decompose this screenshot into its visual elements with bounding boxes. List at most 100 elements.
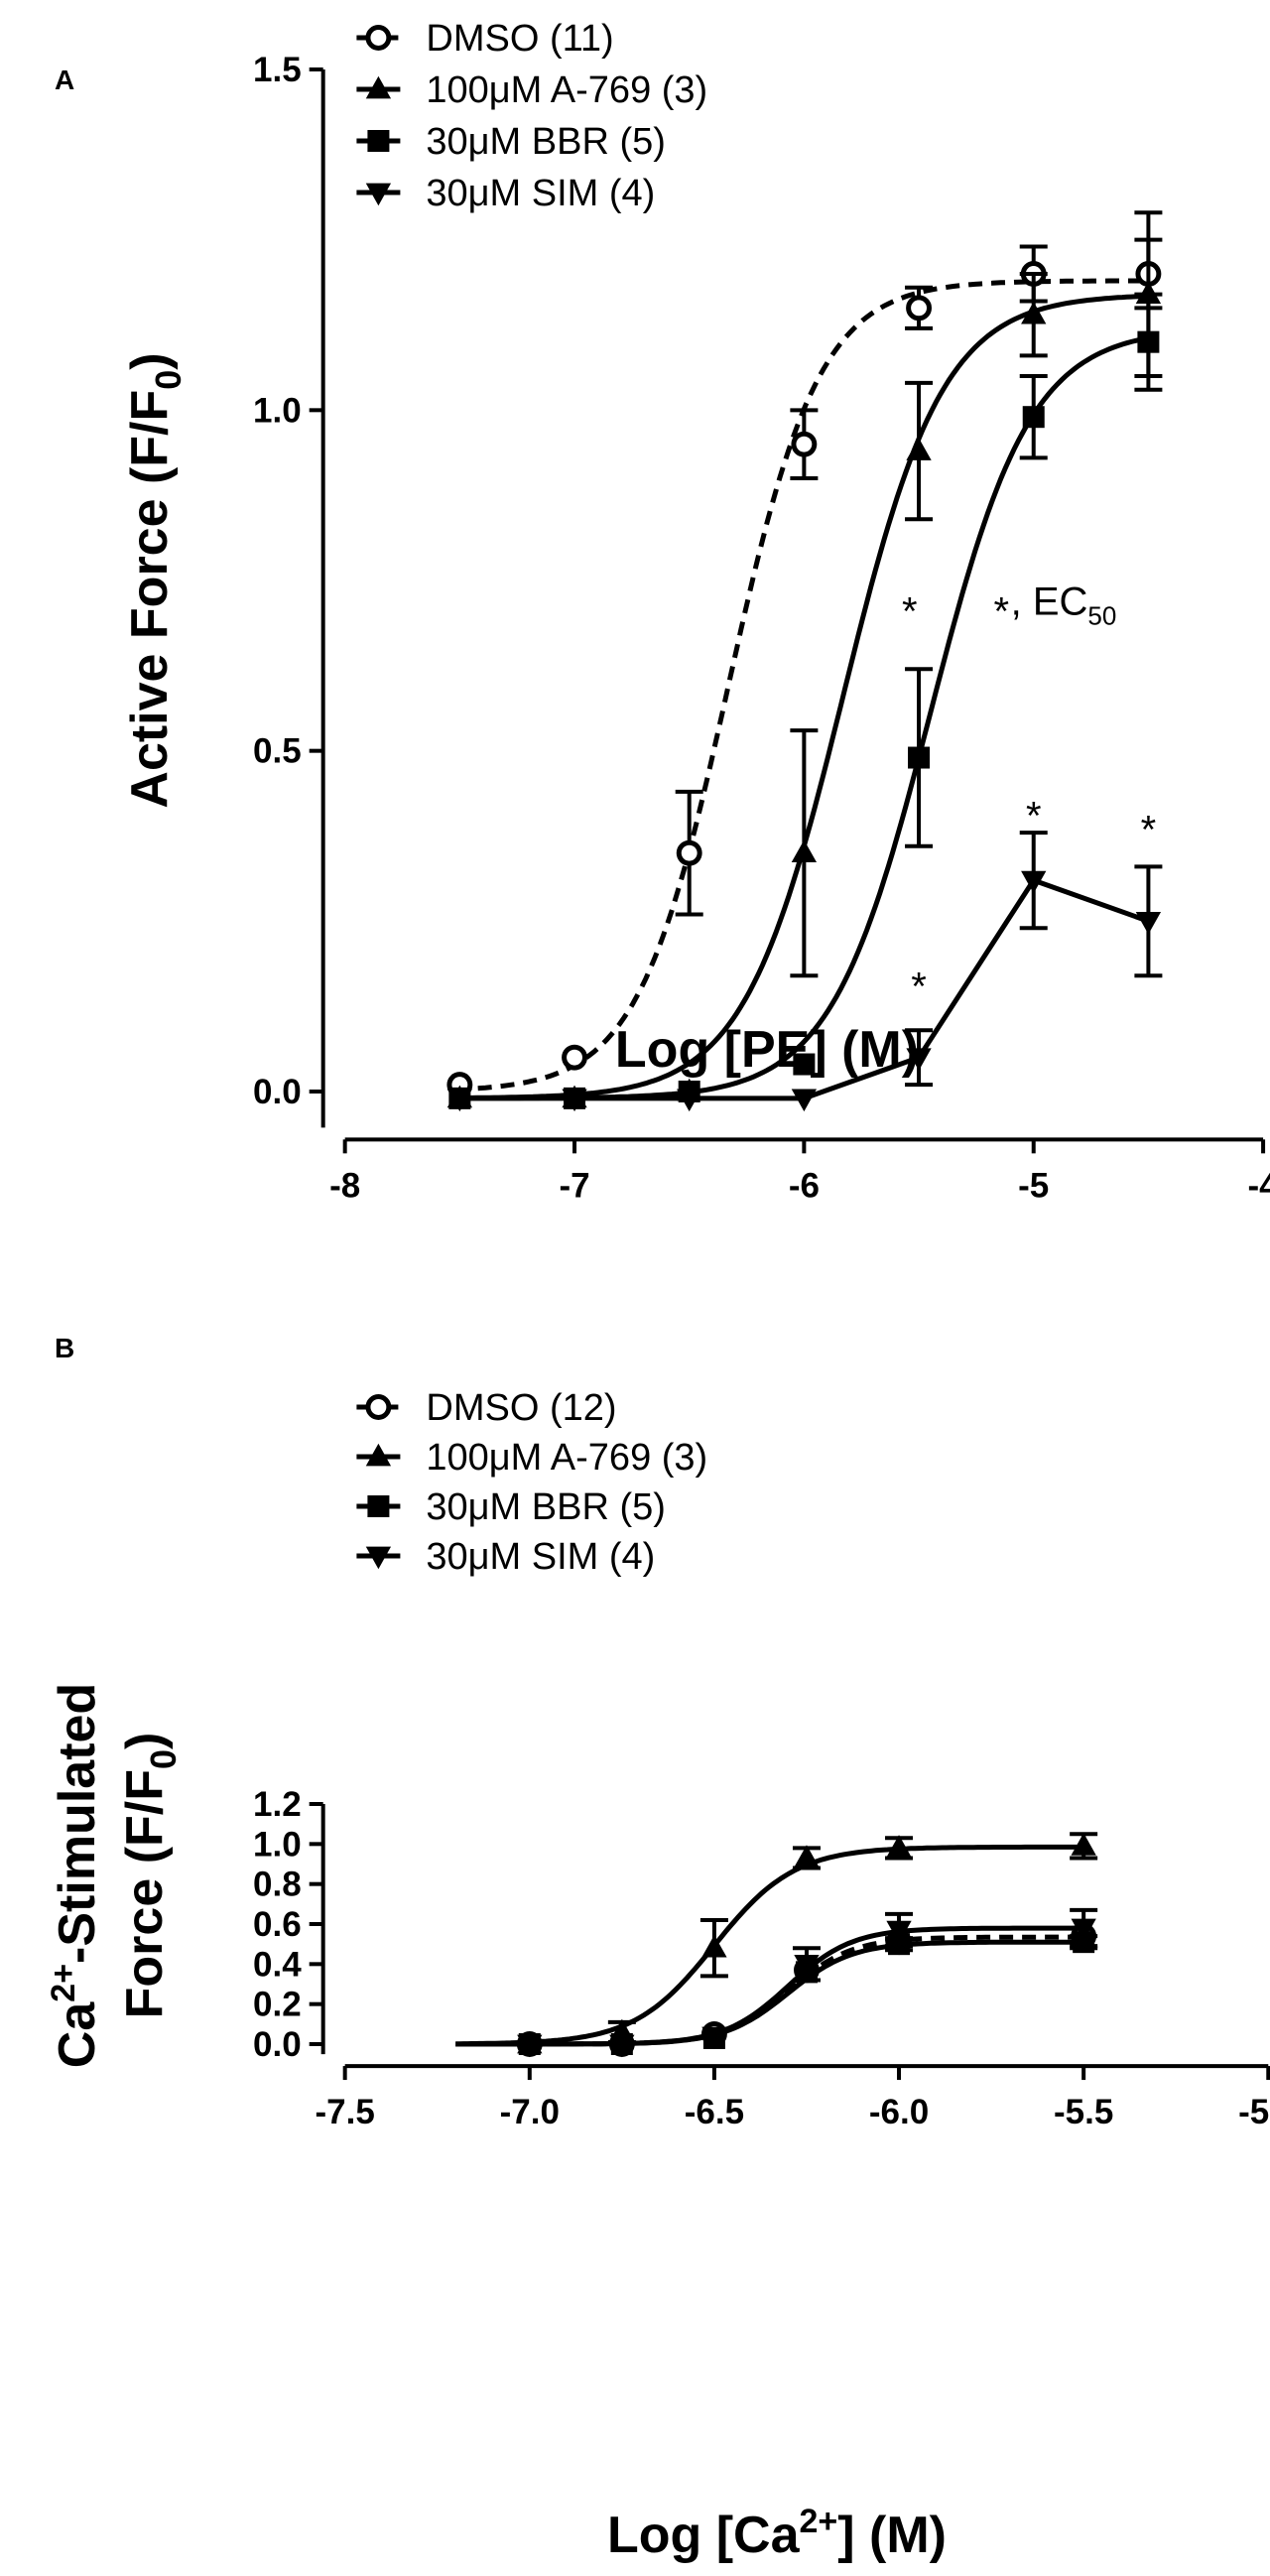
panel-a-legend-entry: DMSO (11) bbox=[356, 18, 614, 60]
panel-b-100-m-a-769-3-point bbox=[1071, 1833, 1096, 1856]
panel-b-30-m-sim-4-point bbox=[609, 2034, 635, 2058]
panel-b-legend-entry: 100μM A-769 (3) bbox=[356, 1437, 707, 1479]
panel-b-30-m-sim-4-point bbox=[517, 2034, 543, 2058]
panel-a-30-m-bbr-5-point bbox=[1137, 330, 1160, 353]
panel-a-significance-asterisk: * bbox=[1026, 795, 1042, 838]
panel-b-legend-marker bbox=[367, 1495, 390, 1517]
panel-a-ec50-note: , EC50 bbox=[1011, 580, 1117, 631]
panel-b-letter: B bbox=[55, 1333, 74, 1363]
panel-b-y-tick-label: 0.4 bbox=[253, 1945, 302, 1984]
panel-a-legend-label: 100μM A-769 (3) bbox=[426, 69, 707, 111]
panel-a-dmso-11-point bbox=[906, 295, 933, 322]
panel-a-series-100-m-a-769-3 bbox=[446, 210, 1163, 1108]
panel-a: A 0.0 0.5 1.0 1.5 -8 -7 -6 -5 -4 DMSO (11) 100μM A… bbox=[55, 18, 1270, 1205]
panel-a-x-tick-label: -7 bbox=[559, 1166, 589, 1205]
panel-a-legend-entry: 30μM BBR (5) bbox=[356, 121, 666, 163]
panel-a-legend-marker bbox=[365, 25, 392, 51]
panel-b-y-tick-label: 0.8 bbox=[253, 1866, 302, 1904]
panel-a-legend-entry: 30μM SIM (4) bbox=[356, 173, 655, 214]
panel-b-30-m-sim-4-point bbox=[1071, 1918, 1096, 1942]
panel-a-30-m-sim-4-point bbox=[446, 1089, 473, 1112]
panel-a-letter: A bbox=[55, 64, 74, 95]
panel-b-y-tick-label: 1.0 bbox=[253, 1825, 302, 1864]
panel-a-30-m-sim-4-point bbox=[906, 1048, 932, 1071]
panel-a-legend-entry: 100μM A-769 (3) bbox=[356, 69, 707, 111]
panel-b-legend-label: DMSO (12) bbox=[426, 1387, 616, 1429]
panel-a-x-tick-label: -5 bbox=[1018, 1166, 1049, 1205]
panel-a-dmso-11-point bbox=[791, 431, 818, 457]
panel-a-y-tick-label: 1.0 bbox=[253, 391, 302, 430]
panel-b-x-axis-title: Log [Ca2+] (M) bbox=[607, 2503, 947, 2564]
panel-b-30-m-sim-4-point bbox=[794, 1954, 820, 1978]
panel-b-y-axis-title-line2: Force (F/F0) bbox=[116, 1733, 184, 2019]
panel-a-x-tick-label: -6 bbox=[789, 1166, 820, 1205]
panel-a-x-tick-label: -4 bbox=[1248, 1166, 1270, 1205]
panel-b-100-m-a-769-3-point bbox=[701, 1935, 727, 1958]
panel-b-series-30-m-sim-4 bbox=[455, 1907, 1098, 2058]
panel-b-y-tick-label: 1.2 bbox=[253, 1785, 302, 1824]
panel-a-x-tick-label: -8 bbox=[329, 1166, 360, 1205]
panel-b-30-m-bbr-5-curve bbox=[455, 1939, 1084, 2047]
panel-b-legend-marker bbox=[365, 1546, 392, 1570]
panel-b: B 0.00.20.40.60.81.01.2 -7.5 -7.0 -6.5 -6.0 -… bbox=[45, 1333, 1270, 2564]
panel-b-y-tick-label: 0.2 bbox=[253, 1986, 302, 2024]
panel-a-legend-label: 30μM SIM (4) bbox=[426, 173, 655, 214]
panel-b-30-m-sim-4-point bbox=[886, 1920, 912, 1944]
panel-a-y-tick-label: 0.5 bbox=[253, 732, 302, 771]
panel-a-significance-asterisk: * bbox=[1141, 808, 1157, 851]
panel-a-30-m-bbr-5-point bbox=[1022, 406, 1045, 429]
panel-a-legend-label: 30μM BBR (5) bbox=[426, 121, 666, 163]
panel-b-legend-entry: 30μM BBR (5) bbox=[356, 1486, 666, 1528]
panel-a-30-m-sim-4-point bbox=[562, 1089, 587, 1112]
panel-b-x-tick-label: -7.5 bbox=[316, 2093, 375, 2131]
panel-b-x-tick-label: -7.0 bbox=[500, 2093, 560, 2131]
panel-a-100-m-a-769-3-point bbox=[791, 839, 818, 863]
panel-a-series-30-m-sim-4 bbox=[446, 831, 1163, 1112]
panel-a-30-m-sim-4-point bbox=[1021, 870, 1047, 894]
panel-a-30-m-sim-4-point bbox=[677, 1089, 702, 1112]
panel-a-dmso-11-point bbox=[676, 839, 702, 866]
panel-b-30-m-sim-4-curve bbox=[455, 1925, 1084, 2047]
panel-a-100-m-a-769-3-point bbox=[906, 438, 932, 460]
panel-a-y-axis-title: Active Force (F/F0) bbox=[121, 352, 189, 808]
panel-b-plot-area: 0.00.20.40.60.81.01.2 -7.5 -7.0 -6.5 -6.0 -5.… bbox=[253, 1387, 1270, 2131]
panel-a-y-tick-label: 0.0 bbox=[253, 1073, 302, 1111]
panel-a-significance-asterisk: * bbox=[911, 965, 927, 1008]
panel-b-series-dmso-12 bbox=[455, 1923, 1097, 2057]
panel-b-legend-entry: DMSO (12) bbox=[356, 1387, 617, 1429]
panel-b-x-tick-label: -5.5 bbox=[1054, 2093, 1113, 2131]
panel-b-legend-label: 30μM SIM (4) bbox=[426, 1536, 655, 1578]
panel-b-legend-marker bbox=[365, 1394, 392, 1420]
panel-a-30-m-bbr-5-point bbox=[793, 1053, 816, 1076]
panel-b-100-m-a-769-3-point bbox=[794, 1845, 820, 1868]
panel-a-significance-asterisk: * bbox=[902, 590, 918, 634]
panel-b-30-m-sim-4-point bbox=[701, 2026, 727, 2050]
panel-a-dmso-11-point bbox=[562, 1044, 587, 1071]
panel-a-30-m-sim-4-point bbox=[791, 1089, 818, 1112]
panel-a-legend-label: DMSO (11) bbox=[426, 18, 613, 60]
panel-a-30-m-sim-4-point bbox=[1135, 911, 1162, 935]
panel-b-y-tick-label: 0.6 bbox=[253, 1905, 302, 1944]
panel-b-legend-label: 30μM BBR (5) bbox=[426, 1486, 666, 1528]
panel-b-dmso-12-curve bbox=[455, 1934, 1084, 2047]
panel-a-plot-area: 0.0 0.5 1.0 1.5 -8 -7 -6 -5 -4 DMSO (11) 100μM A-7… bbox=[253, 18, 1270, 1205]
panel-b-100-m-a-769-3-point bbox=[886, 1835, 912, 1858]
panel-a-significance-asterisk: * bbox=[994, 590, 1010, 634]
panel-b-100-m-a-769-3-curve bbox=[455, 1844, 1084, 2047]
panel-b-series-30-m-bbr-5 bbox=[455, 1931, 1098, 2055]
panel-b-x-tick-label: -5.0 bbox=[1238, 2093, 1270, 2131]
panel-a-30-m-bbr-5-point bbox=[908, 746, 931, 769]
panel-b-y-tick-label: 0.0 bbox=[253, 2025, 302, 2064]
panel-b-x-tick-label: -6.5 bbox=[685, 2093, 744, 2131]
panel-a-100-m-a-769-3-point bbox=[1021, 302, 1047, 324]
panel-a-legend-marker bbox=[365, 75, 392, 99]
panel-a-legend-marker bbox=[367, 130, 390, 152]
panel-a-y-tick-label: 1.5 bbox=[253, 51, 302, 89]
panel-b-y-axis-title-line1: Ca2+-Stimulated bbox=[45, 1683, 106, 2068]
panel-b-x-tick-label: -6.0 bbox=[869, 2093, 929, 2131]
panel-b-legend-marker bbox=[365, 1443, 392, 1467]
panel-a-legend-marker bbox=[365, 183, 392, 206]
panel-b-legend-label: 100μM A-769 (3) bbox=[426, 1437, 707, 1479]
panel-a-x-axis-title: Log [PE] (M) bbox=[615, 1021, 919, 1079]
